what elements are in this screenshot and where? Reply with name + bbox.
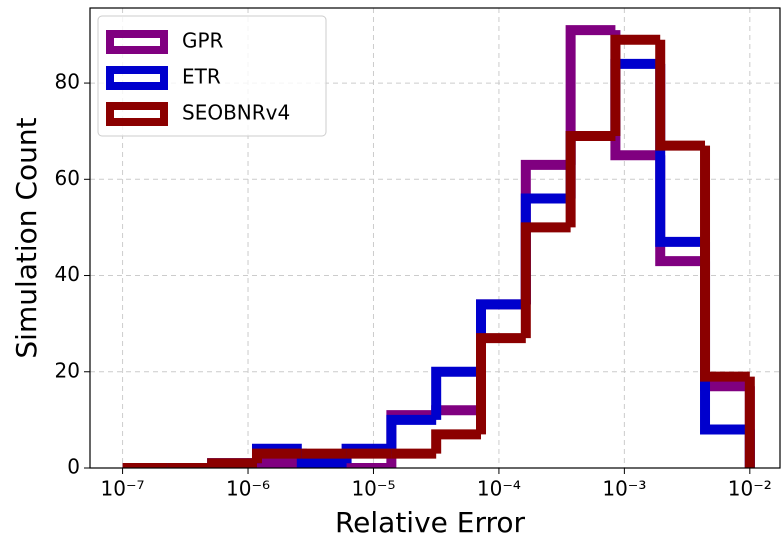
y-axis-label: Simulation Count bbox=[10, 117, 43, 358]
legend-label: ETR bbox=[182, 65, 221, 89]
hist-step bbox=[565, 130, 616, 199]
hist-step bbox=[700, 241, 750, 435]
hist-step bbox=[520, 193, 571, 305]
hist-step bbox=[431, 429, 482, 454]
hist-step bbox=[610, 34, 661, 136]
x-axis-label: Relative Error bbox=[335, 506, 526, 539]
legend: GPR ETR SEOBNRv4 bbox=[97, 15, 327, 137]
plot-frame bbox=[89, 7, 781, 469]
hist-step bbox=[610, 30, 661, 161]
hist-step bbox=[386, 414, 437, 449]
hist-step bbox=[520, 222, 571, 339]
hist-step bbox=[610, 58, 661, 136]
legend-swatch bbox=[106, 66, 168, 90]
legend-label: SEOBNRv4 bbox=[182, 101, 290, 125]
x-tick-label: 10⁻⁴ bbox=[477, 477, 521, 501]
hist-step bbox=[565, 25, 616, 165]
hist-step bbox=[476, 333, 526, 435]
hist-step bbox=[700, 145, 750, 382]
hist-step bbox=[431, 366, 482, 420]
legend-swatch bbox=[106, 30, 168, 54]
y-tick-label: 40 bbox=[55, 262, 80, 286]
hist-step bbox=[655, 63, 706, 247]
legend-swatch bbox=[106, 102, 168, 126]
x-tick-label: 10⁻⁶ bbox=[226, 477, 270, 501]
y-tick-label: 60 bbox=[55, 166, 80, 190]
x-tick-label: 10⁻³ bbox=[602, 477, 646, 501]
hist-step bbox=[565, 130, 616, 228]
series bbox=[122, 34, 755, 468]
y-tick-label: 20 bbox=[55, 358, 80, 382]
y-tick-label: 0 bbox=[67, 455, 80, 479]
hist-step bbox=[431, 405, 482, 416]
hist-step bbox=[251, 448, 302, 464]
x-tick-label: 10⁻² bbox=[728, 477, 772, 501]
hist-step bbox=[341, 463, 392, 468]
legend-label: GPR bbox=[182, 29, 224, 53]
y-tick-label: 80 bbox=[55, 70, 80, 94]
hist-step bbox=[655, 39, 706, 151]
hist-step bbox=[520, 159, 571, 305]
hist-step bbox=[207, 458, 257, 468]
hist-step bbox=[700, 261, 750, 392]
x-tick-label: 10⁻⁵ bbox=[351, 477, 395, 501]
x-tick-label: 10⁻⁷ bbox=[101, 477, 145, 501]
hist-step bbox=[476, 299, 526, 411]
